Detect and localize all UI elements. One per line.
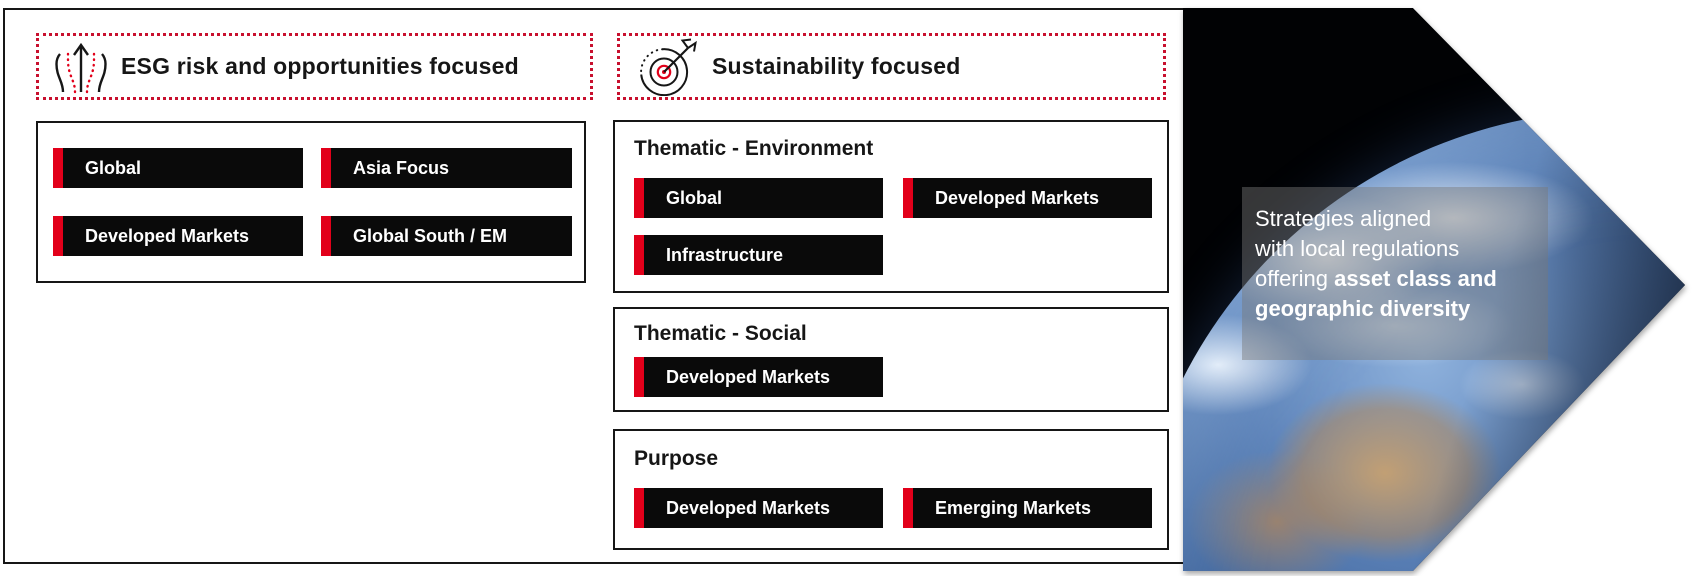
strategy-quote-overlay: Strategies aligned with local regulation… (1242, 187, 1548, 360)
tag-global: Global (53, 148, 303, 188)
tag-accent-bar (53, 216, 63, 256)
tag-accent-bar (903, 488, 913, 528)
tag-label: Asia Focus (331, 148, 572, 188)
thematic-social-box: Thematic - Social Developed Markets (613, 307, 1169, 412)
group-title: Thematic - Environment (634, 137, 874, 160)
tag-developed-markets: Developed Markets (634, 357, 883, 397)
tag-accent-bar (903, 178, 913, 218)
tag-accent-bar (634, 488, 644, 528)
quote-line: geographic diversity (1255, 296, 1471, 321)
thematic-environment-box: Thematic - Environment Global Developed … (613, 120, 1169, 293)
tag-accent-bar (634, 178, 644, 218)
group-title: Thematic - Social (634, 322, 807, 345)
tag-label: Developed Markets (63, 216, 303, 256)
tag-label: Developed Markets (644, 488, 883, 528)
esg-group-box: Global Asia Focus Developed Markets Glob… (36, 121, 586, 283)
tag-global-south-em: Global South / EM (321, 216, 572, 256)
tag-accent-bar (634, 235, 644, 275)
tag-developed-markets: Developed Markets (634, 488, 883, 528)
header-sustainability-title: Sustainability focused (712, 53, 961, 79)
tag-emerging-markets: Emerging Markets (903, 488, 1152, 528)
diverging-paths-icon (55, 40, 107, 94)
quote-line: with local regulations (1255, 236, 1460, 261)
quote-line: Strategies aligned (1255, 206, 1432, 231)
header-sustainability: Sustainability focused (617, 33, 1166, 100)
tag-global: Global (634, 178, 883, 218)
tag-label: Global (63, 148, 303, 188)
tag-developed-markets: Developed Markets (903, 178, 1152, 218)
tag-label: Developed Markets (913, 178, 1152, 218)
tag-label: Emerging Markets (913, 488, 1152, 528)
earth-arrow-panel: Strategies aligned with local regulation… (1183, 8, 1685, 571)
header-esg-title: ESG risk and opportunities focused (121, 53, 519, 79)
purpose-box: Purpose Developed Markets Emerging Marke… (613, 429, 1169, 550)
tag-label: Infrastructure (644, 235, 883, 275)
tag-accent-bar (53, 148, 63, 188)
tag-developed-markets: Developed Markets (53, 216, 303, 256)
tag-accent-bar (321, 148, 331, 188)
group-title: Purpose (634, 447, 719, 470)
tag-asia-focus: Asia Focus (321, 148, 572, 188)
tag-label: Global South / EM (331, 216, 572, 256)
tag-infrastructure: Infrastructure (634, 235, 883, 275)
quote-line: offering asset class and (1255, 266, 1497, 291)
tag-accent-bar (321, 216, 331, 256)
tag-label: Global (644, 178, 883, 218)
target-arrow-icon (638, 38, 698, 96)
earth-from-space-image: Strategies aligned with local regulation… (1183, 8, 1685, 571)
tag-accent-bar (634, 357, 644, 397)
header-esg-risk: ESG risk and opportunities focused (36, 33, 593, 100)
tag-label: Developed Markets (644, 357, 883, 397)
